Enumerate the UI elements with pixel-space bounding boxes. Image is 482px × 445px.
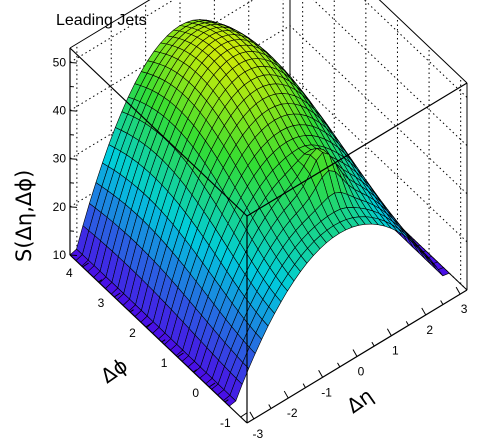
top-edge-phi [69, 47, 248, 217]
eta-tick-label: -3 [253, 427, 264, 441]
phi-tick [177, 352, 184, 358]
eta-tick [421, 307, 427, 316]
eta-minor-tick [440, 300, 444, 305]
phi-tick-label: 0 [192, 386, 199, 400]
phi-tick [240, 412, 247, 418]
grid-line-z [69, 0, 468, 146]
eta-tick [352, 349, 358, 357]
eta-tick-label: -2 [287, 406, 298, 420]
phi-tick-label: 1 [161, 356, 168, 370]
eta-tick [249, 411, 255, 420]
eta-tick-label: 2 [426, 323, 433, 337]
back-top-edges [69, 0, 468, 84]
z-tick [69, 254, 78, 256]
phi-tick [113, 292, 121, 298]
axis-ticks: 10 20 30 40 50 -1 0 1 2 3 4 -3 -2 -1 0 1 2 3 [53, 55, 468, 440]
top-edge-eta [246, 82, 468, 217]
phi-tick [208, 382, 216, 388]
eta-tick [455, 286, 461, 295]
eta-minor-tick [302, 383, 306, 388]
phi-tick-label: 4 [66, 266, 73, 280]
grid-line-z [69, 0, 468, 98]
eta-tick-label: -1 [321, 385, 332, 399]
eta-tick [283, 390, 289, 399]
eta-tick-label: 3 [461, 302, 468, 316]
phi-tick-label: 2 [129, 326, 136, 340]
z-tick-label: 30 [53, 152, 67, 166]
eta-tick-label: 1 [392, 344, 399, 358]
phi-minor-tick [129, 309, 134, 313]
surface-mesh [69, 19, 450, 407]
x-axis-label: Δϕ [96, 353, 132, 388]
z-tick [69, 206, 78, 208]
z-tick [69, 61, 78, 64]
phi-tick-label: -1 [220, 416, 231, 430]
eta-minor-tick [405, 321, 409, 326]
eta-minor-tick [337, 362, 341, 368]
phi-tick [145, 322, 153, 328]
z-axis-label: S(Δη,Δϕ) [12, 170, 36, 262]
y-axis-label: Δη [342, 383, 377, 418]
phi-minor-tick [192, 369, 198, 373]
phi-tick-label: 3 [98, 296, 105, 310]
phi-minor-tick [98, 279, 103, 283]
z-tick [69, 158, 78, 160]
eta-minor-tick [371, 341, 375, 347]
chart-title: Leading Jets [56, 12, 147, 29]
eta-tick-label: 0 [358, 365, 365, 379]
phi-minor-tick [161, 339, 166, 343]
front-edge-phi [69, 254, 248, 424]
z-tick-label: 10 [53, 248, 67, 262]
phi-tick [82, 262, 89, 268]
eta-tick [318, 370, 324, 378]
z-tick [69, 110, 78, 112]
eta-tick [386, 328, 392, 336]
phi-minor-tick [224, 399, 229, 403]
z-tick-label: 50 [53, 55, 67, 69]
z-tick-label: 20 [53, 200, 67, 214]
z-tick-label: 40 [53, 104, 67, 118]
eta-minor-tick [268, 404, 272, 409]
